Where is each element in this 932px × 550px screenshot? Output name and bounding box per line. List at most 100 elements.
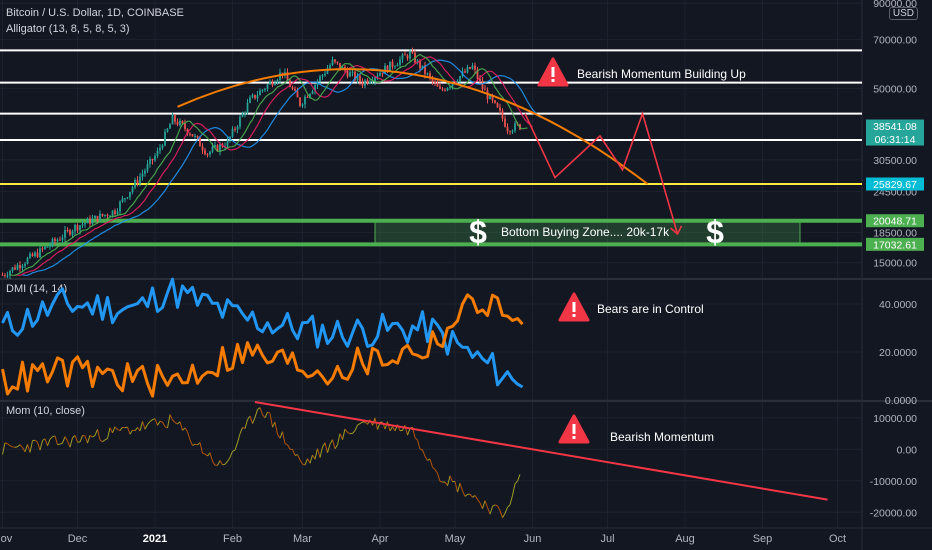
candle <box>119 201 121 212</box>
currency-badge[interactable]: USD <box>888 7 918 20</box>
momentum-line <box>434 469 438 474</box>
momentum-line <box>57 443 61 446</box>
momentum-line <box>142 421 146 430</box>
momentum-line <box>257 407 261 410</box>
momentum-line <box>449 475 453 482</box>
candle <box>246 102 249 113</box>
candle <box>441 88 444 90</box>
candle <box>134 179 136 188</box>
candle <box>71 231 74 235</box>
momentum-line <box>89 434 93 438</box>
candle <box>104 214 106 216</box>
momentum-line <box>64 436 68 442</box>
candle <box>334 59 336 62</box>
candle <box>294 88 296 91</box>
candle <box>151 158 154 161</box>
candle <box>61 237 64 240</box>
candle <box>419 60 421 69</box>
momentum-line <box>212 460 216 466</box>
momentum-line <box>509 495 513 505</box>
momentum-line <box>62 436 66 444</box>
x-tick-label: Aug <box>675 533 695 545</box>
momentum-line <box>459 483 463 491</box>
momentum-line <box>9 445 13 448</box>
momentum-line <box>324 442 328 453</box>
momentum-line <box>514 480 518 485</box>
momentum-line <box>167 414 171 428</box>
momentum-line <box>297 454 301 461</box>
candle <box>289 80 291 88</box>
candle <box>331 59 334 66</box>
momentum-line <box>482 500 486 509</box>
momentum-line <box>59 442 63 445</box>
candle <box>64 230 66 238</box>
momentum-line <box>14 446 18 448</box>
y-tick-label: 10000.00 <box>873 413 917 425</box>
candle <box>314 85 316 91</box>
projection-arrow <box>669 225 683 236</box>
price-label-box <box>866 177 924 191</box>
momentum-line <box>457 483 461 493</box>
candle <box>384 65 386 74</box>
y-tick-label: -10000.00 <box>870 476 917 488</box>
annotation-label: Bearish Momentum Building Up <box>577 67 746 81</box>
candle <box>136 179 139 184</box>
candle <box>361 81 364 86</box>
y-tick-label: 0.0000 <box>885 395 917 407</box>
x-tick-label: Oct <box>829 533 846 545</box>
candle <box>346 70 349 77</box>
candle <box>171 114 174 125</box>
rounded-top-arc <box>177 68 649 185</box>
momentum-line <box>342 428 346 440</box>
candle <box>176 121 179 125</box>
momentum-line <box>419 448 423 451</box>
candle <box>509 131 511 133</box>
candle <box>91 218 94 224</box>
momentum-line <box>264 411 268 419</box>
candle <box>244 112 246 114</box>
candle <box>446 87 449 91</box>
momentum-line <box>187 431 191 440</box>
momentum-line <box>354 424 358 431</box>
candle <box>199 137 201 147</box>
candle <box>399 59 401 65</box>
candle <box>99 213 101 222</box>
momentum-line <box>17 444 21 448</box>
candle <box>141 173 144 177</box>
candle <box>154 155 156 161</box>
momentum-line <box>364 421 368 425</box>
momentum-line <box>282 431 286 444</box>
momentum-line <box>174 422 178 425</box>
momentum-line <box>479 502 483 509</box>
candle <box>214 145 216 147</box>
candle <box>266 84 269 89</box>
momentum-line <box>352 430 356 434</box>
momentum-line <box>437 473 441 482</box>
candle <box>341 66 344 69</box>
momentum-line <box>417 439 421 450</box>
candle <box>404 54 406 56</box>
candle <box>14 267 16 270</box>
candle <box>21 265 24 269</box>
candle <box>401 54 404 60</box>
momentum-line <box>49 436 53 440</box>
candle <box>139 176 141 184</box>
momentum-line <box>179 421 183 431</box>
momentum-line <box>487 507 491 515</box>
momentum-line <box>154 418 158 426</box>
candle <box>179 120 181 125</box>
candle <box>106 214 109 217</box>
momentum-line <box>327 443 331 453</box>
candle <box>9 271 11 276</box>
momentum-line <box>307 458 311 464</box>
dollar-icon: $ <box>706 214 724 250</box>
momentum-line <box>284 443 288 446</box>
momentum-line <box>359 421 363 425</box>
momentum-line <box>229 451 233 458</box>
candle <box>164 131 166 146</box>
momentum-line <box>252 417 256 424</box>
candle <box>166 128 169 132</box>
candle <box>51 238 54 246</box>
momentum-line <box>69 437 73 448</box>
